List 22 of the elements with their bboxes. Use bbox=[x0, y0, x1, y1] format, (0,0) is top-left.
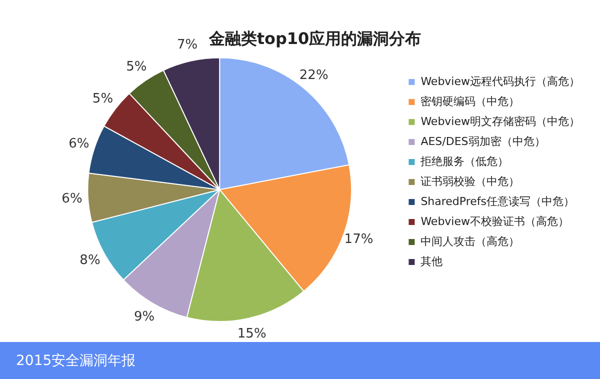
legend-label: Webview明文存储密码（中危） bbox=[420, 114, 580, 128]
data-label: 5% bbox=[92, 91, 114, 106]
legend-label: 其他 bbox=[420, 254, 443, 268]
legend-label: AES/DES弱加密（中危） bbox=[420, 134, 546, 148]
data-label: 17% bbox=[344, 232, 374, 248]
data-label: 9% bbox=[134, 309, 155, 324]
legend-label: Webview远程代码执行（高危） bbox=[420, 74, 580, 88]
legend-label: 拒绝服务（低危） bbox=[420, 154, 509, 168]
legend-label: SharedPrefs任意读写（中危） bbox=[420, 194, 575, 208]
data-label: 5% bbox=[126, 60, 147, 75]
data-label: 8% bbox=[80, 253, 100, 268]
chart-title: 金融类top10应用的漏洞分布 bbox=[208, 28, 422, 48]
data-label: 6% bbox=[68, 136, 90, 152]
data-label: 6% bbox=[62, 191, 82, 206]
legend-label: 证书弱校验（中危） bbox=[420, 174, 520, 188]
data-label: 15% bbox=[237, 326, 266, 342]
data-label: 22% bbox=[299, 68, 328, 84]
legend-label: 密钥硬编码（中危） bbox=[420, 94, 520, 108]
legend-label: Webview不校验证书（高危） bbox=[420, 214, 569, 228]
data-label: 7% bbox=[177, 38, 198, 53]
legend-label: 中间人攻击（高危） bbox=[420, 234, 520, 248]
text: 2015安全漏洞年报 bbox=[16, 352, 136, 370]
